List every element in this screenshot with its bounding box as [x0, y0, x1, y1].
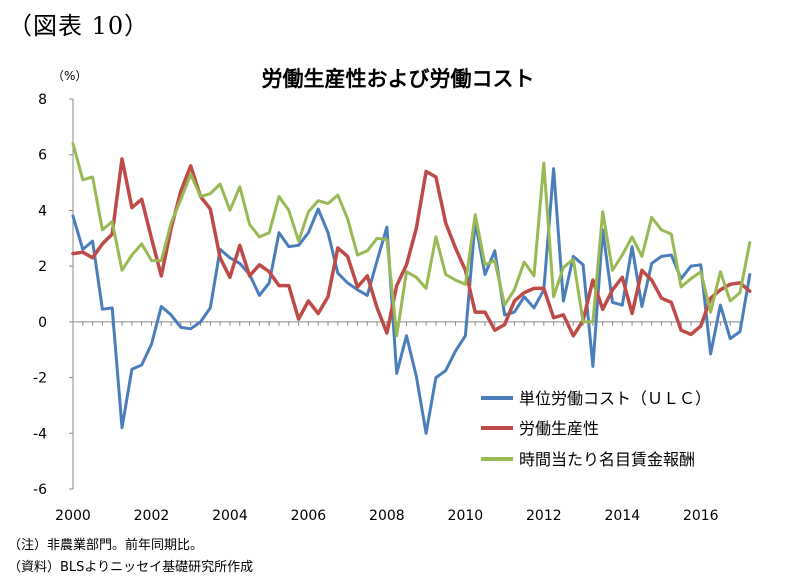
- y-tick-label: 0: [38, 315, 47, 331]
- x-tick-label: 2006: [291, 508, 327, 524]
- y-tick-label: -2: [33, 371, 47, 387]
- y-tick-label: 4: [38, 203, 47, 219]
- y-tick-label: -6: [33, 482, 47, 498]
- chart-title: 労働生産性および労働コスト: [262, 67, 535, 91]
- series-line-1: [71, 167, 752, 435]
- x-tick-label: 2004: [212, 508, 248, 524]
- axes: -6 -4 -2 0 2 4 6 8 2000 2002 2004 2006 2008 2010 2012 2…: [33, 92, 741, 524]
- footnote: （注）非農業部門。前年同期比。: [8, 538, 204, 553]
- series-line-2: [71, 157, 752, 338]
- x-tick-label: 2014: [604, 508, 640, 524]
- series-line-3: [71, 142, 752, 338]
- source-note: （資料）BLSよりニッセイ基礎研究所作成: [8, 560, 254, 575]
- legend-label: 時間当たり名目賃金報酬: [519, 450, 695, 469]
- y-axis-unit: （%）: [52, 69, 87, 83]
- x-tick-label: 2000: [55, 508, 91, 524]
- y-tick-label: 2: [38, 259, 47, 275]
- x-tick-label: 2002: [134, 508, 170, 524]
- x-tick-label: 2010: [448, 508, 484, 524]
- x-tick-label: 2012: [526, 508, 562, 524]
- legend-label: 単位労働コスト（ＵＬＣ）: [519, 389, 711, 408]
- legend-label: 労働生産性: [519, 419, 599, 438]
- y-tick-label: 6: [38, 148, 47, 164]
- y-tick-label: 8: [38, 92, 47, 108]
- figure-label: （図表 10）: [8, 12, 150, 40]
- x-tick-label: 2016: [683, 508, 719, 524]
- series-group: [71, 142, 752, 435]
- x-tick-label: 2008: [369, 508, 405, 524]
- y-tick-label: -4: [33, 426, 47, 442]
